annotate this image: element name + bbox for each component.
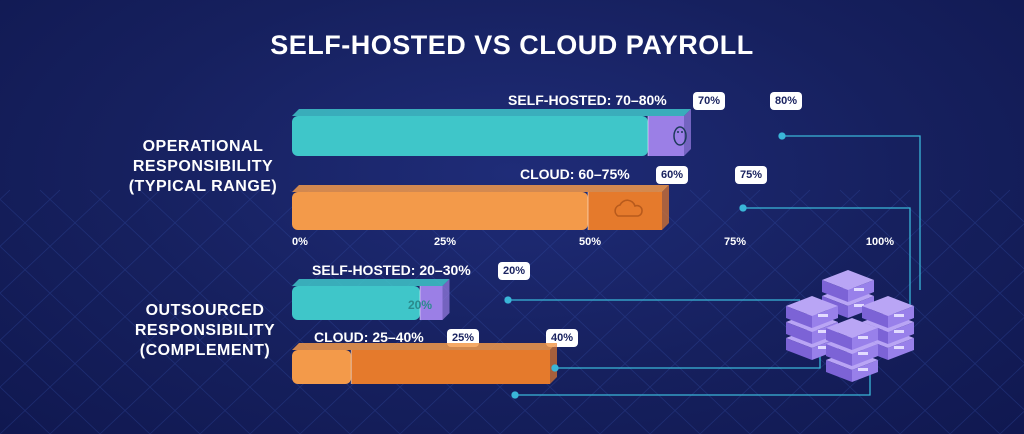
x-tick-label: 0% [292,236,308,248]
operational-label-line-1: OPERATIONAL [142,138,264,155]
connector-dot [504,296,512,304]
outsourced-label-line-2: RESPONSIBILITY [134,322,276,339]
bar-2 [292,279,450,320]
connector-dot [778,132,786,140]
x-tick-label: 75% [723,236,747,248]
value-pill: 80% [770,92,803,110]
outsourced-group-label: OUTSOURCED RESPONSIBILITY (COMPLEMENT) [122,301,288,361]
x-tick-label: 100% [865,236,895,248]
outsourced-self-hosted-range-label: SELF-HOSTED: 20–30% [312,262,471,278]
bar-0 [292,109,691,156]
bar-range-segment [648,116,684,156]
connector-dot [551,364,559,372]
bar-side-face [550,343,557,384]
bar-top-face [292,279,450,286]
value-pill: 20% [498,262,531,280]
outsourced-label-line-1: OUTSOURCED [145,302,265,319]
bar-range-segment [351,350,550,384]
outsourced-self-hosted-inner-label: 20% [408,298,432,312]
server-stack-icon [786,270,914,382]
connector-line [555,340,821,369]
outsourced-label-line-3: (COMPLEMENT) [139,342,271,359]
value-pill: 40% [546,329,579,347]
bar-range-segment [420,286,443,320]
operational-group-label: OPERATIONAL RESPONSIBILITY (TYPICAL RANG… [118,137,288,197]
bar-side-face [684,109,691,156]
value-pill: 25% [447,329,480,347]
connector-line [782,135,921,290]
value-pill: 75% [735,166,768,184]
value-pill: 70% [693,92,726,110]
bar-base-segment [292,116,648,156]
operational-self-hosted-range-label: SELF-HOSTED: 70–80% [508,92,667,108]
connector-dot [511,391,519,399]
x-tick-label: 50% [578,236,602,248]
linux-penguin-icon [673,126,687,146]
connector-line [743,207,911,305]
bar-base-segment [292,350,352,384]
operational-label-line-2: RESPONSIBILITY [132,158,274,175]
bar-side-face [442,279,450,320]
operational-label-line-3: (TYPICAL RANGE) [128,178,278,195]
x-tick-label: 25% [433,236,457,248]
bar-range-segment [588,192,662,230]
bar-1 [292,185,669,230]
outsourced-cloud-range-label: CLOUD: 25–40% [314,329,424,345]
bar-side-face [662,185,669,230]
operational-cloud-range-label: CLOUD: 60–75% [520,166,630,182]
value-pill: 60% [656,166,689,184]
bar-base-segment [292,192,588,230]
bar-top-face [292,109,691,116]
bar-top-face [292,185,669,192]
bar-3 [292,343,557,384]
bar-top-face [292,343,557,350]
connector-dot [739,204,747,212]
chart-title: SELF-HOSTED VS CLOUD PAYROLL [270,30,754,60]
bar-base-segment [292,286,420,320]
connector-line [515,365,871,396]
cloud-icon [614,199,643,217]
